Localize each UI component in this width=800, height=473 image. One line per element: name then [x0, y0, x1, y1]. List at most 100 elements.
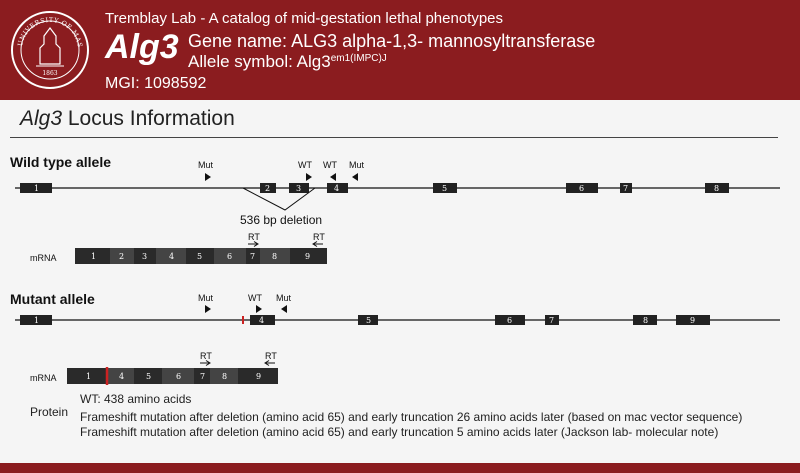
mut-mrna-segment — [194, 368, 210, 384]
mut-exon-label: 6 — [507, 316, 512, 325]
mut-exon — [358, 315, 378, 325]
wt-primer-label: WT — [298, 160, 312, 170]
wt-exon — [260, 183, 276, 193]
mut-exon-label: 5 — [366, 316, 371, 325]
primer-forward-arrow-icon — [205, 305, 211, 313]
mut-mrna-segment — [210, 368, 238, 384]
wt-exon — [433, 183, 457, 193]
primer-forward-arrow-icon — [205, 173, 211, 181]
section-divider — [10, 137, 778, 138]
mut-mrna-segment — [162, 368, 194, 384]
mut-exon-label: 1 — [34, 316, 39, 325]
footer-bar — [0, 463, 800, 473]
mut-exons: 1 4 5 6 7 8 9 — [20, 315, 710, 325]
mut-mrna-segment-label: 8 — [222, 372, 227, 381]
university-seal-logo: UNIVERSITY OF MASSACHUSETTS 1863 — [10, 10, 89, 89]
wt-mrna-segment — [110, 248, 134, 264]
wt-mrna-segment-label: 2 — [119, 252, 124, 261]
wt-exon — [566, 183, 598, 193]
wild-type-label: Wild type allele — [10, 154, 111, 170]
protein-note-line: Frameshift mutation after deletion (amin… — [80, 410, 743, 424]
mut-mrna-segment-label: 4 — [119, 372, 124, 381]
mut-exon — [545, 315, 559, 325]
rt-reverse-arrow-icon — [312, 241, 323, 247]
wt-mrna-label: mRNA — [30, 253, 57, 263]
wt-exons: 1 2 3 4 5 6 7 8 — [20, 183, 729, 193]
primer-forward-arrow-icon — [306, 173, 312, 181]
wt-mrna-segment — [75, 248, 110, 264]
wt-exon-label: 1 — [34, 184, 39, 193]
wt-mrna-segment-label: 7 — [250, 252, 255, 261]
mut-exon-label: 9 — [690, 316, 695, 325]
gene-symbol: Alg3 — [105, 28, 179, 66]
mut-mrna-segment-label: 1 — [86, 372, 91, 381]
mut-primer-label: WT — [248, 293, 262, 303]
wt-exon — [20, 183, 52, 193]
wt-exon — [289, 183, 309, 193]
deletion-label: 536 bp deletion — [240, 213, 322, 227]
wt-mrna-segment — [186, 248, 214, 264]
mgi-id: MGI: 1098592 — [105, 75, 207, 92]
header-banner: UNIVERSITY OF MASSACHUSETTS 1863 Trembla… — [0, 0, 800, 100]
wt-exon-label: 7 — [623, 184, 628, 193]
mut-exon — [676, 315, 710, 325]
mut-primer-label: Mut — [198, 293, 214, 303]
mutant-label: Mutant allele — [10, 291, 95, 307]
wt-exon — [327, 183, 348, 193]
wt-mrna-segment — [134, 248, 156, 264]
allele-symbol: Allele symbol: Alg3em1(IMPC)J — [188, 52, 387, 71]
wt-mrna-segment-label: 8 — [272, 252, 277, 261]
mut-mrna-segment-label: 9 — [256, 372, 261, 381]
rt-forward-arrow-icon — [248, 241, 259, 247]
gene-name: Gene name: ALG3 alpha-1,3- mannosyltrans… — [188, 31, 596, 51]
protein-notes: WT: 438 amino acids Frameshift mutation … — [80, 392, 742, 440]
wt-mrna-segment — [246, 248, 260, 264]
mut-mrna-bar: 1 4 5 6 7 8 9 — [67, 367, 278, 385]
mut-mrna-segment-label: 5 — [146, 372, 151, 381]
mut-mrna-segment-label: 7 — [200, 372, 205, 381]
section-title: Alg3 Locus Information — [20, 107, 235, 130]
mut-exon — [633, 315, 657, 325]
wt-exon-label: 3 — [296, 184, 301, 193]
wt-primer-label: Mut — [198, 160, 214, 170]
wt-primer-label: WT — [323, 160, 337, 170]
allele-superscript: em1(IMPC)J — [330, 53, 387, 64]
wt-mrna-segment-label: 4 — [169, 252, 174, 261]
protein-note-line: Frameshift mutation after deletion (amin… — [80, 425, 719, 439]
wt-exon-label: 4 — [334, 184, 339, 193]
mut-primer-label: Mut — [276, 293, 292, 303]
wt-exon-label: 6 — [579, 184, 584, 193]
wt-mrna-segment — [214, 248, 246, 264]
mut-exon — [20, 315, 52, 325]
mut-exon — [495, 315, 525, 325]
svg-text:1863: 1863 — [42, 70, 57, 77]
rt-reverse-arrow-icon — [264, 360, 275, 366]
wt-primer-label: Mut — [349, 160, 365, 170]
wt-exon-label: 5 — [442, 184, 447, 193]
wt-rt-label: RT — [313, 232, 325, 242]
primer-forward-arrow-icon — [256, 305, 262, 313]
wt-mrna-segment-label: 9 — [305, 252, 310, 261]
wt-mrna-segment — [156, 248, 186, 264]
wt-exon-label: 2 — [265, 184, 270, 193]
wt-mrna-segment — [260, 248, 290, 264]
mut-mrna-segment — [67, 368, 107, 384]
wt-exon-label: 8 — [714, 184, 719, 193]
protein-label: Protein — [30, 405, 69, 419]
mut-mrna-segment — [238, 368, 278, 384]
mut-exon-label: 4 — [259, 316, 264, 325]
primer-reverse-arrow-icon — [281, 305, 287, 313]
primer-reverse-arrow-icon — [330, 173, 336, 181]
primer-reverse-arrow-icon — [352, 173, 358, 181]
wt-exon — [705, 183, 729, 193]
mut-mrna-segment-label: 6 — [176, 372, 181, 381]
protein-note-line: WT: 438 amino acids — [80, 392, 192, 406]
mut-rt-label: RT — [265, 351, 277, 361]
rt-forward-arrow-icon — [200, 360, 211, 366]
wt-mrna-segment-label: 5 — [197, 252, 202, 261]
mut-mrna-segment — [107, 368, 134, 384]
mut-exon — [250, 315, 275, 325]
mut-mrna-segment — [134, 368, 162, 384]
mut-rt-label: RT — [200, 351, 212, 361]
